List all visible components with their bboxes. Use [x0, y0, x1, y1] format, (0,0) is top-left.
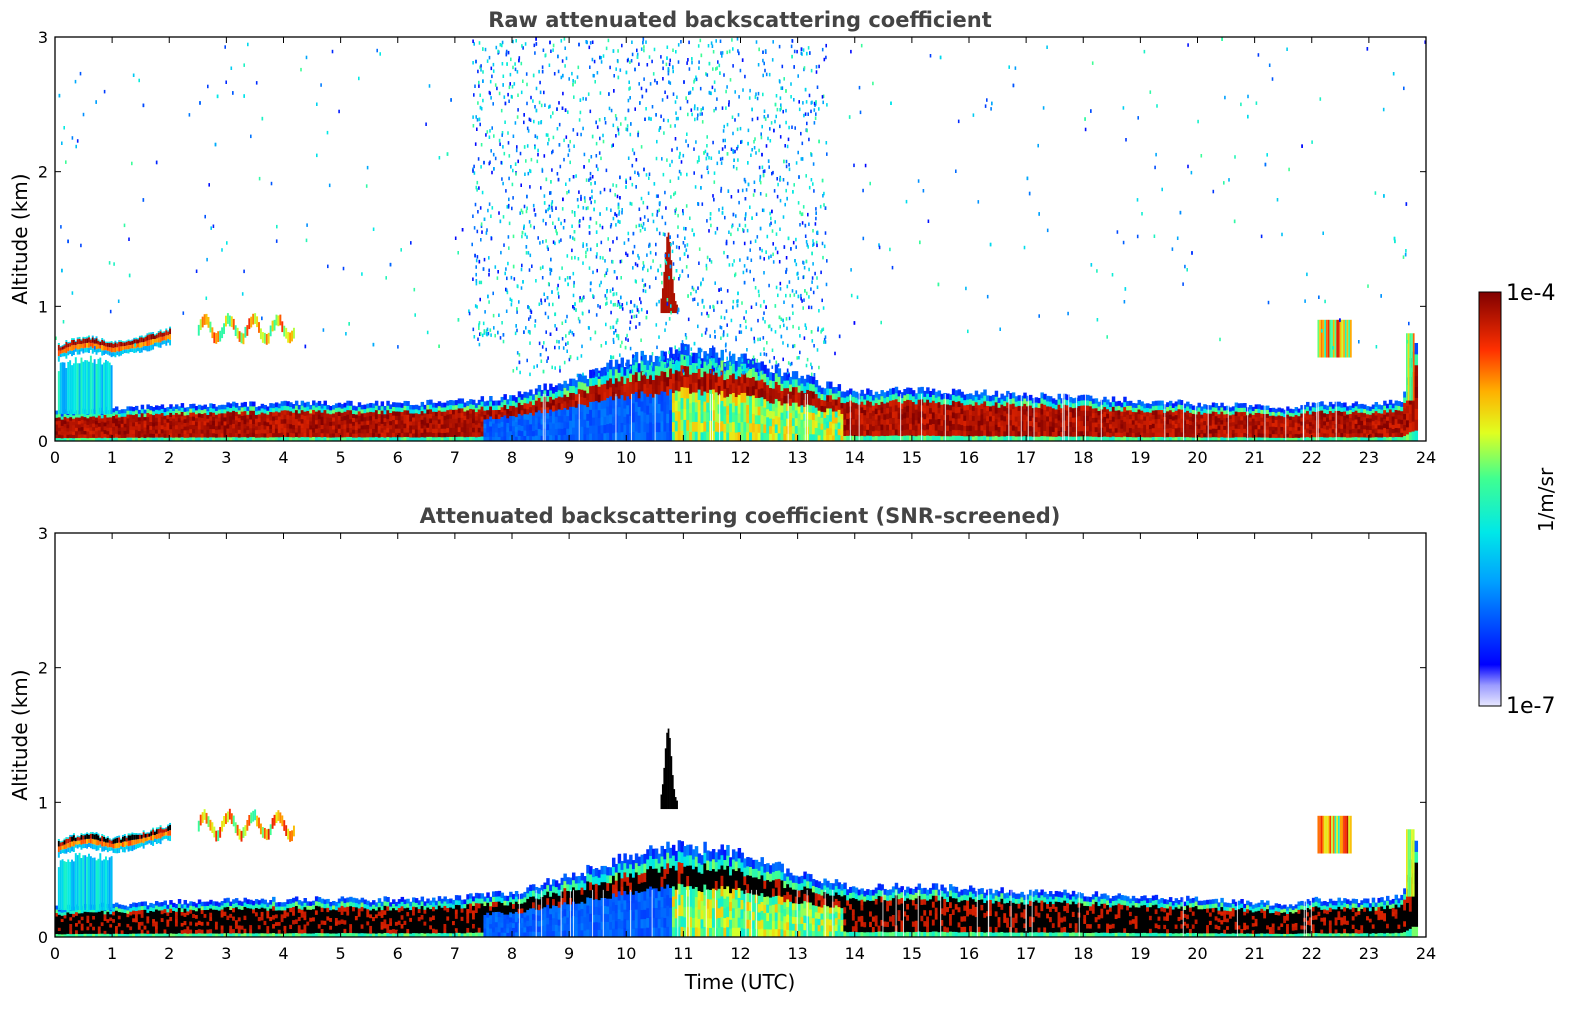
x-tick-label: 4 — [278, 944, 288, 963]
x-tick-label: 5 — [336, 944, 346, 963]
y-tick-label: 2 — [38, 163, 48, 182]
x-tick-label: 14 — [845, 944, 865, 963]
x-tick-label: 17 — [1016, 944, 1036, 963]
x-tick-label: 4 — [278, 448, 288, 467]
y-tick-label: 0 — [38, 432, 48, 451]
panel-screened-y-axis: 0 1 2 3 — [38, 524, 1426, 947]
colorbar-gradient — [1478, 291, 1502, 707]
y-tick-label: 2 — [38, 659, 48, 678]
x-tick-label: 11 — [673, 944, 693, 963]
colorbar-unit-label: 1/m/sr — [1534, 467, 1558, 532]
x-tick-label: 6 — [393, 944, 403, 963]
x-tick-label: 18 — [1073, 448, 1093, 467]
panel-raw-heatmap — [55, 37, 1426, 441]
x-tick-label: 24 — [1416, 944, 1436, 963]
x-tick-label: 7 — [450, 448, 460, 467]
x-tick-label: 21 — [1244, 448, 1264, 467]
x-tick-label: 12 — [730, 944, 750, 963]
x-tick-label: 2 — [164, 944, 174, 963]
panel-screened-title: Attenuated backscattering coefficient (S… — [420, 504, 1061, 528]
panel-raw-title: Raw attenuated backscattering coefficien… — [488, 8, 992, 32]
x-tick-label: 6 — [393, 448, 403, 467]
x-tick-label: 3 — [221, 448, 231, 467]
x-tick-label: 22 — [1302, 448, 1322, 467]
x-tick-label: 16 — [959, 944, 979, 963]
x-tick-label: 8 — [507, 448, 517, 467]
panel-raw-y-axis: 0 1 2 3 — [38, 28, 1426, 451]
x-tick-label: 21 — [1244, 944, 1264, 963]
y-tick-label: 3 — [38, 28, 48, 47]
x-tick-label: 2 — [164, 448, 174, 467]
panel-screened-x-axis: 0 1 2 3 4 5 6 7 8 9 10 11 12 13 14 15 16 17 18 19 20 21 22 23 24 — [50, 533, 1436, 963]
panel-screened-heatmap — [55, 728, 1419, 937]
x-tick-label: 23 — [1359, 448, 1379, 467]
x-tick-label: 1 — [107, 448, 117, 467]
y-tick-label: 1 — [38, 793, 48, 812]
x-tick-label: 23 — [1359, 944, 1379, 963]
x-tick-label: 18 — [1073, 944, 1093, 963]
x-tick-label: 8 — [507, 944, 517, 963]
x-tick-label: 11 — [673, 448, 693, 467]
x-tick-label: 12 — [730, 448, 750, 467]
x-tick-label: 13 — [787, 944, 807, 963]
colorbar: 1e-4 1e-7 1/m/sr — [1478, 281, 1558, 719]
panel-raw-x-axis: 0 1 2 3 4 5 6 7 8 9 10 11 12 13 14 15 16 17 18 19 20 21 22 23 24 — [50, 37, 1436, 467]
x-tick-label: 13 — [787, 448, 807, 467]
x-tick-label: 15 — [902, 944, 922, 963]
y-tick-label: 0 — [38, 928, 48, 947]
x-tick-label: 0 — [50, 944, 60, 963]
x-tick-label: 9 — [564, 944, 574, 963]
x-tick-label: 20 — [1187, 448, 1207, 467]
colorbar-min-label: 1e-7 — [1506, 694, 1555, 719]
x-tick-label: 14 — [845, 448, 865, 467]
panel-raw: Raw attenuated backscattering coefficien… — [8, 8, 1436, 467]
x-tick-label: 10 — [616, 448, 636, 467]
x-tick-label: 10 — [616, 944, 636, 963]
y-tick-label: 1 — [38, 297, 48, 316]
x-tick-label: 3 — [221, 944, 231, 963]
x-tick-label: 16 — [959, 448, 979, 467]
x-tick-label: 19 — [1130, 944, 1150, 963]
x-tick-label: 5 — [336, 448, 346, 467]
x-tick-label: 17 — [1016, 448, 1036, 467]
x-tick-label: 0 — [50, 448, 60, 467]
y-tick-label: 3 — [38, 524, 48, 543]
x-tick-label: 7 — [450, 944, 460, 963]
x-tick-label: 24 — [1416, 448, 1436, 467]
x-tick-label: 19 — [1130, 448, 1150, 467]
panel-raw-ylabel: Altitude (km) — [8, 173, 32, 304]
x-tick-label: 15 — [902, 448, 922, 467]
x-tick-label: 22 — [1302, 944, 1322, 963]
panel-screened: Attenuated backscattering coefficient (S… — [8, 504, 1436, 994]
x-tick-label: 9 — [564, 448, 574, 467]
x-tick-label: 1 — [107, 944, 117, 963]
panel-screened-ylabel: Altitude (km) — [8, 669, 32, 800]
panel-screened-xlabel: Time (UTC) — [684, 970, 796, 994]
colorbar-max-label: 1e-4 — [1506, 281, 1555, 306]
x-tick-label: 20 — [1187, 944, 1207, 963]
